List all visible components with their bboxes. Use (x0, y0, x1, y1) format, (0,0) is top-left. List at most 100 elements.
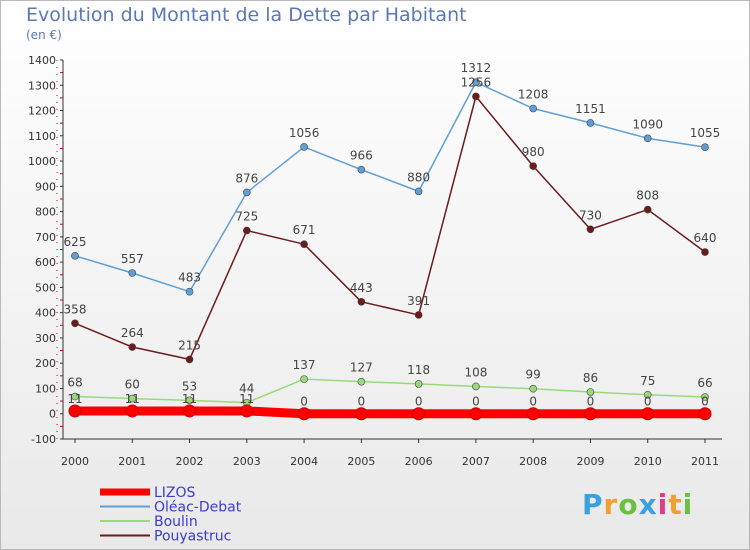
x-tick-label: 2004 (290, 455, 318, 468)
data-point (529, 384, 537, 393)
data-point (701, 143, 709, 151)
data-label: 730 (579, 208, 602, 222)
data-label: 99 (526, 368, 541, 382)
data-label: 671 (293, 223, 316, 237)
data-label: 880 (407, 170, 430, 184)
y-tick-label: 700 (35, 231, 56, 244)
data-label: 127 (350, 361, 373, 375)
data-point (701, 393, 709, 401)
x-tick-label: 2005 (347, 455, 375, 468)
data-point (357, 165, 366, 174)
data-label: 1312 (461, 61, 492, 75)
logo-letter: x (638, 488, 658, 521)
data-label: 0 (358, 395, 366, 409)
data-label: 1090 (632, 117, 663, 131)
y-tick-label: 0 (49, 408, 56, 421)
legend-label: Oléac-Debat (154, 500, 242, 516)
data-point (529, 162, 537, 170)
data-label: 0 (300, 395, 308, 409)
data-label: 11 (239, 392, 254, 406)
data-point (68, 404, 82, 418)
data-label: 0 (472, 395, 480, 409)
data-point (583, 407, 597, 421)
data-point (357, 298, 366, 306)
data-point (300, 143, 308, 151)
data-point (71, 319, 79, 328)
data-point (469, 407, 483, 421)
logo-letter: r (603, 488, 619, 521)
data-label: 876 (235, 171, 258, 185)
data-label: 1208 (518, 88, 549, 102)
x-tick-label: 2010 (634, 455, 662, 468)
data-point (414, 187, 423, 196)
data-point (586, 119, 595, 127)
data-point (529, 104, 537, 113)
data-label: 11 (182, 392, 197, 406)
data-label: 443 (350, 281, 373, 295)
series-line-lizos (70, 406, 710, 419)
y-tick-label: 200 (35, 357, 56, 370)
data-label: 640 (694, 231, 717, 245)
y-tick-label: 1100 (28, 130, 56, 143)
data-point (472, 382, 480, 391)
data-label: 1055 (690, 126, 721, 140)
data-label: 0 (529, 395, 537, 409)
data-label: 86 (583, 371, 598, 385)
data-point (643, 134, 652, 143)
data-point (641, 407, 655, 421)
data-label: 358 (64, 302, 87, 316)
y-tick-label: 1300 (28, 79, 56, 92)
data-point (472, 92, 480, 101)
y-tick-label: 1400 (28, 54, 56, 67)
data-label: 483 (178, 271, 201, 285)
data-label: 1256 (461, 75, 492, 89)
data-label: 11 (125, 392, 140, 406)
data-point (185, 287, 194, 296)
data-point (698, 407, 712, 421)
x-tick-label: 2007 (462, 455, 490, 468)
data-point (71, 392, 79, 401)
data-point (300, 240, 308, 248)
data-point (71, 252, 79, 260)
legend-label: Pouyastruc (154, 529, 231, 545)
chart-title: Evolution du Montant de la Dette par Hab… (26, 4, 467, 26)
x-tick-label: 2002 (176, 455, 204, 468)
data-label: 625 (64, 235, 87, 249)
logo-letter: o (618, 488, 639, 521)
data-label: 264 (121, 326, 144, 340)
data-point (240, 404, 254, 418)
data-label: 1151 (575, 102, 606, 116)
data-point (414, 380, 423, 388)
data-label: 68 (67, 376, 82, 390)
data-point (125, 404, 139, 418)
data-label: 966 (350, 149, 373, 163)
data-label: 725 (235, 210, 258, 224)
series-line-olacdebat (74, 81, 706, 293)
data-point (643, 205, 652, 214)
series-line-pouyastruc (74, 95, 706, 361)
data-point (183, 404, 197, 418)
x-tick-label: 2008 (519, 455, 547, 468)
data-label: 1056 (289, 126, 320, 140)
data-point (412, 407, 426, 421)
data-label: 108 (464, 365, 487, 379)
data-point (357, 377, 366, 386)
logo-letter: i (657, 488, 669, 521)
y-tick-label: 400 (35, 307, 56, 320)
legend-label: Boulin (154, 514, 198, 530)
legend-label: LIZOS (154, 485, 196, 501)
x-tick-label: 2009 (576, 455, 604, 468)
y-tick-label: 100 (35, 382, 56, 395)
data-label: 980 (522, 145, 545, 159)
data-point (586, 388, 595, 396)
data-point (526, 407, 540, 421)
data-point (185, 396, 194, 405)
data-point (243, 226, 251, 235)
data-label: 118 (407, 363, 430, 377)
data-label: 215 (178, 338, 201, 352)
x-tick-label: 2011 (691, 455, 719, 468)
data-label: 0 (587, 395, 595, 409)
x-tick-label: 2000 (61, 455, 89, 468)
